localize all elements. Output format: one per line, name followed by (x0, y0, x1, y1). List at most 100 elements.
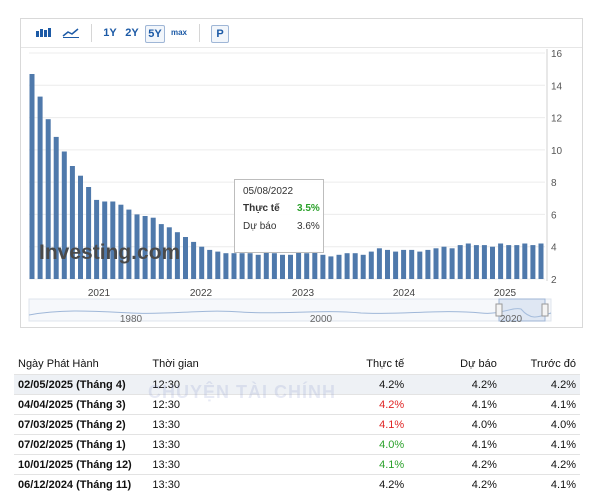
bar[interactable] (86, 187, 92, 279)
bar[interactable] (490, 246, 495, 279)
bar[interactable] (231, 253, 237, 279)
previous-cell: 4.1% (500, 394, 580, 415)
bar[interactable] (417, 251, 423, 279)
bar[interactable] (239, 253, 245, 279)
bar[interactable] (449, 248, 455, 279)
col-actual[interactable]: Thực tế (366, 358, 405, 370)
forecast-cell: 4.2% (408, 374, 501, 395)
y-tick-label: 10 (551, 146, 563, 157)
bar[interactable] (481, 245, 487, 279)
bar[interactable] (304, 253, 310, 279)
time-cell: 13:30 (148, 434, 304, 455)
bar[interactable] (425, 249, 431, 279)
tooltip-forecast: Dự báo 3.6% (243, 221, 323, 232)
bar[interactable] (53, 136, 59, 279)
toolbar-divider (199, 24, 200, 42)
bar[interactable] (158, 224, 164, 279)
bar[interactable] (320, 254, 326, 279)
previous-cell: 4.0% (500, 414, 580, 435)
bar[interactable] (376, 248, 382, 279)
navigator-track[interactable] (28, 298, 552, 322)
col-previous[interactable]: Trước đó (530, 358, 576, 370)
bar-chart-icon[interactable] (33, 25, 53, 41)
bar[interactable] (401, 249, 407, 279)
navigator-line (28, 308, 552, 318)
bar[interactable] (328, 256, 334, 279)
navigator-handle[interactable] (541, 303, 549, 317)
bar[interactable] (94, 199, 100, 279)
bar[interactable] (312, 251, 318, 279)
bar[interactable] (29, 74, 35, 279)
range-max-button[interactable]: max (170, 28, 187, 37)
bar[interactable] (45, 119, 51, 279)
time-navigator[interactable]: 1980 2000 2020 (28, 298, 552, 325)
bar[interactable] (223, 253, 229, 279)
navigator-handle[interactable] (495, 303, 503, 317)
bar[interactable] (344, 253, 350, 279)
bar[interactable] (288, 254, 293, 279)
col-time[interactable]: Thời gian (152, 358, 199, 370)
bar[interactable] (78, 175, 83, 279)
bar[interactable] (514, 245, 520, 279)
bar[interactable] (247, 253, 253, 279)
bar[interactable] (506, 245, 512, 279)
bar[interactable] (409, 249, 415, 279)
bar[interactable] (207, 249, 213, 279)
bar[interactable] (271, 253, 277, 279)
bar[interactable] (393, 251, 399, 279)
release-date-cell: 06/12/2024 (Tháng 11) (14, 474, 149, 494)
bar[interactable] (498, 243, 504, 280)
bar[interactable] (255, 254, 261, 279)
y-tick-label: 8 (551, 178, 557, 189)
bar[interactable] (263, 251, 269, 279)
bar[interactable] (473, 245, 479, 279)
bar[interactable] (336, 254, 342, 279)
bar[interactable] (457, 245, 463, 279)
bar[interactable] (142, 216, 148, 279)
bar[interactable] (352, 253, 358, 279)
bar[interactable] (174, 232, 180, 279)
x-axis: 2021 2022 2023 2024 2025 (88, 288, 517, 299)
bar[interactable] (360, 254, 366, 279)
range-5y-button[interactable]: 5Y (145, 25, 165, 43)
bar[interactable] (441, 246, 447, 279)
bar[interactable] (134, 214, 140, 279)
release-date-cell: 07/03/2025 (Tháng 2) (14, 414, 149, 435)
bar[interactable] (280, 254, 285, 279)
actual-cell: 4.2% (303, 474, 409, 494)
bar[interactable] (118, 204, 124, 279)
bar[interactable] (465, 243, 471, 280)
bar[interactable] (126, 209, 132, 279)
range-2y-button[interactable]: 2Y (125, 27, 139, 39)
bar[interactable] (522, 243, 528, 280)
bar[interactable] (191, 241, 197, 279)
col-forecast[interactable]: Dự báo (460, 358, 497, 370)
print-button[interactable]: P (211, 25, 229, 43)
bar[interactable] (102, 201, 108, 280)
line-chart-icon[interactable] (61, 25, 81, 41)
bar[interactable] (166, 227, 172, 279)
x-tick-label: 2022 (190, 288, 213, 299)
bar[interactable] (530, 245, 536, 279)
time-cell: 13:30 (148, 454, 304, 475)
bar[interactable] (368, 251, 374, 279)
bar[interactable] (183, 237, 188, 279)
bar[interactable] (296, 251, 302, 279)
time-cell: 13:30 (148, 414, 304, 435)
bar[interactable] (433, 248, 439, 279)
tooltip-actual-value: 3.5% (297, 203, 320, 214)
range-1y-button[interactable]: 1Y (103, 27, 117, 39)
bar[interactable] (37, 96, 43, 279)
bar[interactable] (150, 217, 156, 279)
bar[interactable] (385, 249, 390, 279)
bar[interactable] (215, 251, 221, 279)
bar[interactable] (69, 166, 75, 279)
actual-cell: 4.2% (303, 394, 409, 415)
x-tick-label: 2021 (88, 288, 111, 299)
actual-cell: 4.2% (303, 374, 409, 395)
bar[interactable] (199, 246, 205, 279)
bar[interactable] (538, 243, 544, 280)
col-release-date[interactable]: Ngày Phát Hành (18, 358, 99, 370)
bar[interactable] (110, 201, 116, 280)
bar[interactable] (61, 151, 67, 280)
